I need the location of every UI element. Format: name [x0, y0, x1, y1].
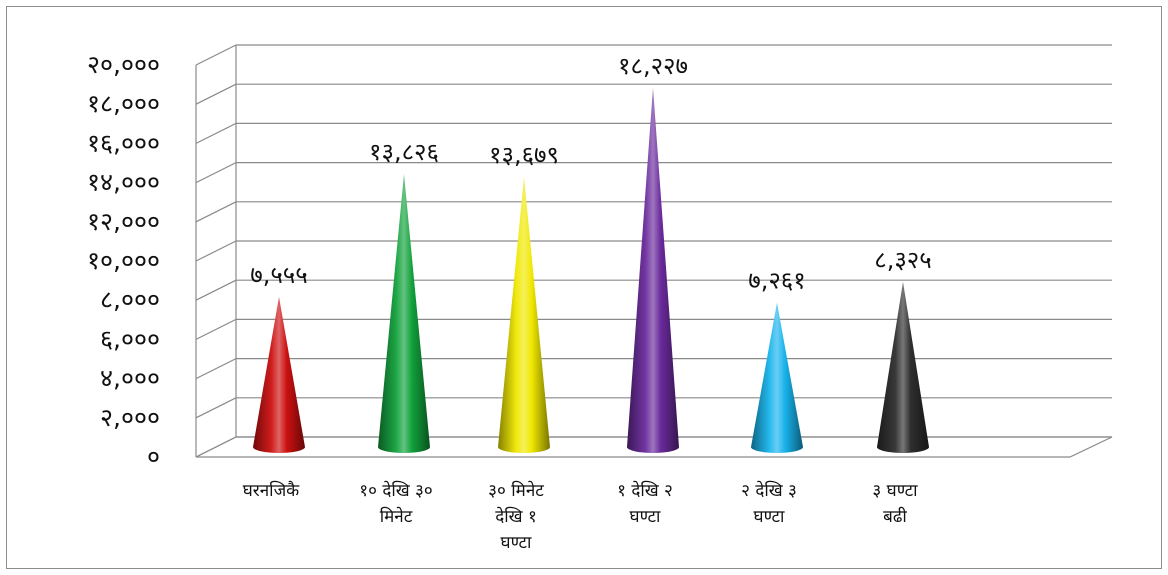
data-label: ८,३२५ [874, 246, 932, 274]
y-tick-label: २,००० [100, 403, 160, 432]
chart-frame [6, 6, 1162, 569]
gridline-side [195, 279, 237, 301]
y-tick-label: १२,००० [87, 207, 160, 236]
data-label: १८,२२७ [618, 52, 688, 80]
y-tick-label: ० [147, 442, 160, 471]
category-label: मिनेट [380, 506, 413, 527]
category-label: १० देखि ३० [359, 480, 433, 501]
y-tick-label: ८,००० [100, 285, 160, 314]
category-label: २ देखि ३ [741, 480, 797, 501]
data-label: १३,६७९ [489, 141, 559, 169]
category-label: घण्टा [630, 507, 662, 527]
category-label: १ देखि २ [617, 480, 673, 501]
y-tick-label: ४,००० [100, 364, 160, 393]
gridline-side [195, 358, 237, 380]
category-label: ३ घण्टा [872, 481, 918, 501]
y-tick-label: १६,००० [87, 128, 160, 157]
y-tick-label: ६,००० [100, 324, 160, 353]
gridline-side [195, 162, 237, 184]
cone-3 [627, 87, 679, 454]
gridline-side [195, 201, 237, 223]
y-tick-label: १४,००० [87, 168, 160, 197]
y-tick-label: १०,००० [87, 246, 160, 275]
gridline-side [195, 83, 237, 105]
data-label: ७,२६१ [748, 267, 806, 295]
category-label: ३० मिनेट [488, 480, 544, 501]
data-label: १३,८२६ [369, 138, 439, 166]
gridline-side [195, 318, 237, 340]
cone-1 [378, 174, 430, 453]
cone-5 [877, 281, 929, 453]
gridline-side [195, 397, 237, 419]
category-label: घण्टा [754, 507, 786, 527]
y-tick-label: १८,००० [87, 89, 160, 118]
category-label: घरनजिकै [243, 480, 300, 501]
cone-4 [751, 302, 803, 453]
y-tick-label: २०,००० [87, 50, 160, 79]
chart-floor [195, 436, 1113, 458]
gridline-side [195, 44, 237, 66]
gridline-side [195, 122, 237, 144]
category-label: घण्टा [501, 533, 533, 553]
category-label: देखि १ [495, 506, 537, 527]
cone-2 [498, 176, 550, 453]
gridline-side [195, 240, 237, 262]
data-label: ७,५५५ [250, 261, 308, 289]
category-label: बढी [883, 506, 907, 527]
cone-0 [253, 296, 305, 453]
